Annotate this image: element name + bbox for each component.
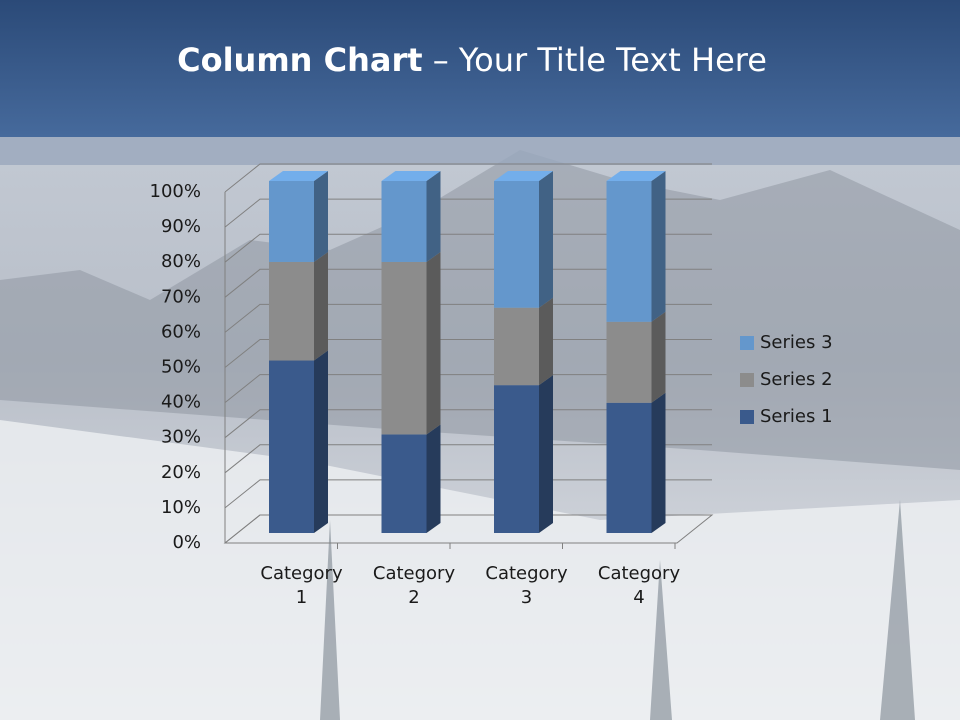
bar-top	[606, 171, 666, 181]
bar-top	[269, 171, 328, 181]
y-tick-label: 50%	[161, 357, 201, 378]
bar	[606, 402, 652, 533]
y-tick-label: 60%	[161, 321, 201, 342]
bar	[494, 385, 539, 533]
bar	[494, 181, 539, 308]
y-tick-label: 10%	[161, 497, 201, 518]
bar-side	[314, 251, 328, 361]
y-tick-label: 0%	[172, 532, 201, 553]
bar-side	[539, 171, 553, 308]
grid-line	[224, 514, 712, 544]
bar-top	[381, 171, 441, 181]
x-tick-label: Category 2	[373, 563, 456, 608]
title: Column Chart – Your Title Text Here	[177, 41, 767, 79]
bar-side	[651, 311, 666, 403]
bar	[381, 434, 427, 533]
x-tick-label: Category 1	[260, 563, 343, 608]
title-rest: – Your Title Text Here	[433, 41, 767, 79]
bar-side	[426, 424, 441, 533]
grid-line	[224, 233, 712, 263]
bar-side	[426, 251, 441, 435]
x-tick-label: Category 4	[598, 563, 681, 608]
grid-line	[224, 303, 712, 333]
grid-line	[224, 163, 712, 193]
grid-line	[224, 268, 712, 298]
legend-label: Series 1	[760, 406, 833, 427]
x-tick-label-line: Category	[598, 563, 681, 584]
legend-label: Series 3	[760, 332, 833, 353]
grid-line	[224, 198, 712, 228]
legend-label: Series 2	[760, 369, 833, 390]
x-tick-label-line: 4	[633, 587, 644, 608]
x-tick-label-line: 1	[296, 587, 307, 608]
bar-side	[539, 297, 553, 386]
x-tick-label-line: Category	[260, 563, 343, 584]
x-tick-label: Category 3	[485, 563, 568, 608]
y-tick-label: 90%	[161, 216, 201, 237]
title-bold: Column Chart	[177, 41, 422, 79]
x-tick-label-line: 2	[408, 587, 419, 608]
y-tick-label: 40%	[161, 392, 201, 413]
header-band	[0, 137, 960, 165]
grid-line	[224, 479, 712, 509]
y-tick-label: 30%	[161, 427, 201, 448]
bar-side	[314, 171, 328, 262]
grid-line	[224, 444, 712, 474]
bar-side	[539, 375, 553, 533]
legend-swatch	[740, 336, 754, 350]
bar	[606, 321, 652, 403]
bar-side	[651, 392, 666, 533]
snow	[0, 420, 960, 720]
legend-swatch	[740, 410, 754, 424]
y-tick-label: 70%	[161, 286, 201, 307]
grid-line	[224, 374, 712, 403]
bar-top	[494, 171, 553, 181]
y-tick-label: 80%	[161, 251, 201, 272]
legend-swatch	[740, 373, 754, 387]
x-tick-label-line: Category	[373, 563, 456, 584]
grid-line	[224, 409, 712, 439]
bar	[269, 360, 314, 533]
bar	[381, 181, 427, 262]
bar	[494, 307, 539, 386]
bar-side	[314, 350, 328, 533]
bar-side	[426, 171, 441, 262]
y-tick-label: 100%	[150, 181, 201, 202]
bar	[381, 261, 427, 435]
x-tick-label-line: Category	[485, 563, 568, 584]
header	[0, 0, 960, 137]
bar-side	[651, 171, 666, 322]
bar	[606, 181, 652, 322]
grid-line	[224, 339, 712, 368]
x-tick-label-line: 3	[521, 587, 532, 608]
bar	[269, 261, 314, 361]
bar	[269, 181, 314, 262]
y-tick-label: 20%	[161, 462, 201, 483]
